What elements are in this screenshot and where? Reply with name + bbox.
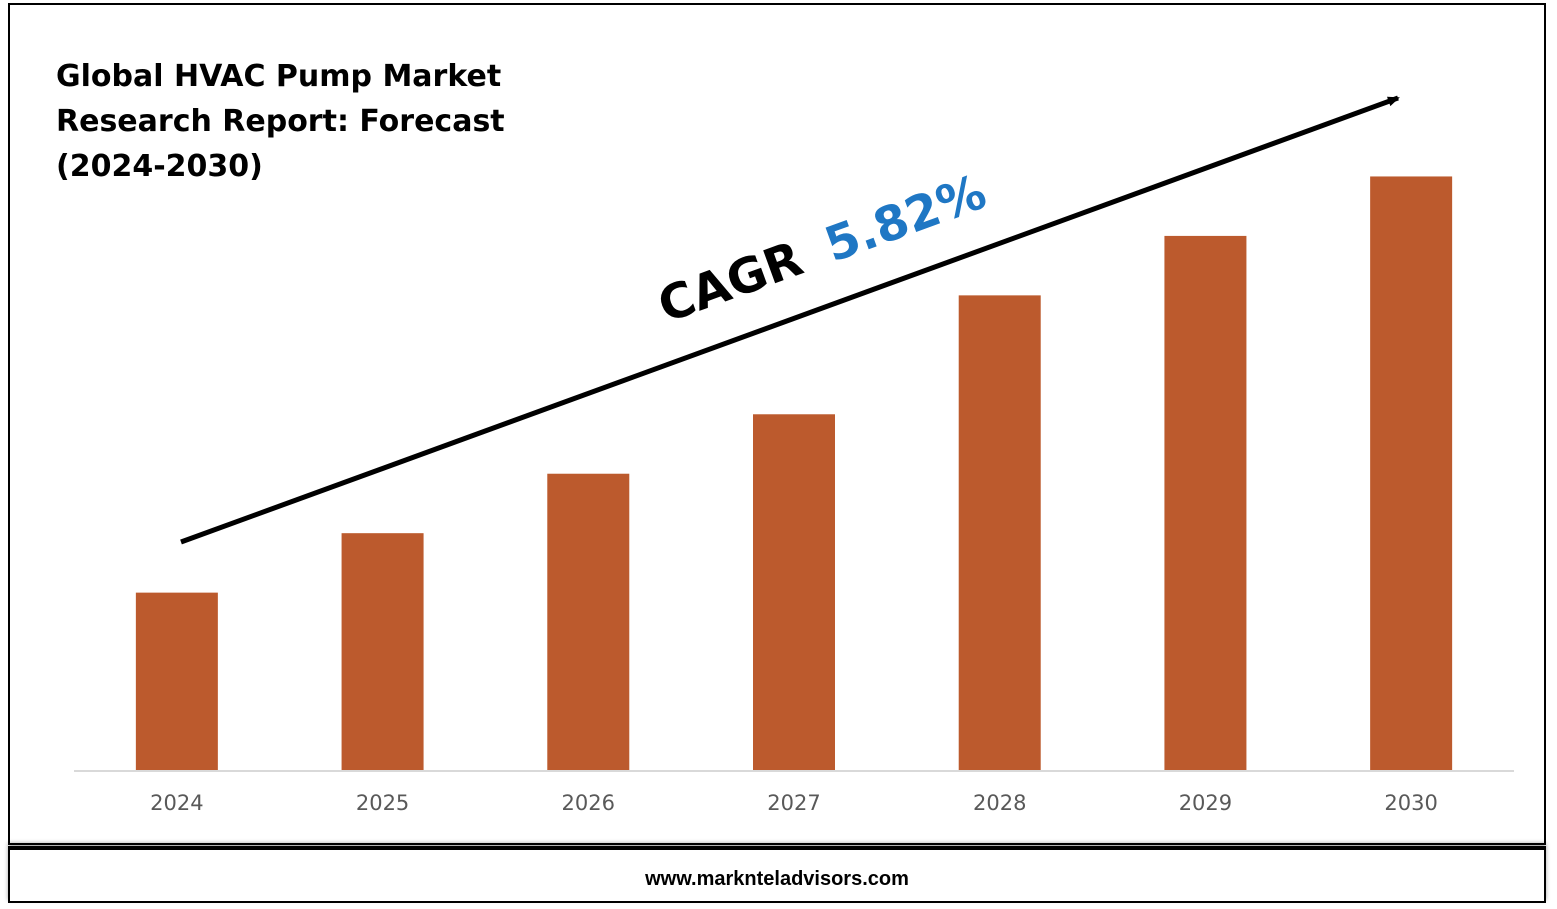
chart-canvas: Global HVAC Pump Market Research Report:…: [56, 59, 1514, 815]
x-tick-label-2024: 2024: [150, 791, 203, 815]
x-axis-tick-labels: 2024 2025 2026 2027 2028 2029 2030: [150, 791, 1438, 815]
growth-trend-arrow: [180, 95, 1400, 545]
x-tick-label-2027: 2027: [767, 791, 820, 815]
bar-2028: [958, 295, 1041, 771]
bar-2030: [1370, 176, 1453, 772]
bar-2026: [547, 473, 630, 771]
x-tick-label-2029: 2029: [1179, 791, 1232, 815]
footer-bar: www.marknteladvisors.com: [8, 846, 1546, 903]
x-tick-label-2025: 2025: [356, 791, 409, 815]
bar-2027: [753, 414, 835, 771]
bar-2024: [135, 592, 218, 771]
chart-title-line-3: (2024-2030): [56, 149, 263, 184]
bar-series: [135, 176, 1453, 772]
bar-2025: [341, 533, 424, 771]
bar-2029: [1164, 235, 1247, 772]
footer-website-link[interactable]: www.marknteladvisors.com: [645, 868, 909, 890]
x-tick-label-2028: 2028: [973, 791, 1026, 815]
chart-title-line-1: Global HVAC Pump Market: [56, 59, 501, 94]
chart-title-line-2: Research Report: Forecast: [56, 104, 505, 139]
x-tick-label-2026: 2026: [562, 791, 615, 815]
x-tick-label-2030: 2030: [1384, 791, 1437, 815]
